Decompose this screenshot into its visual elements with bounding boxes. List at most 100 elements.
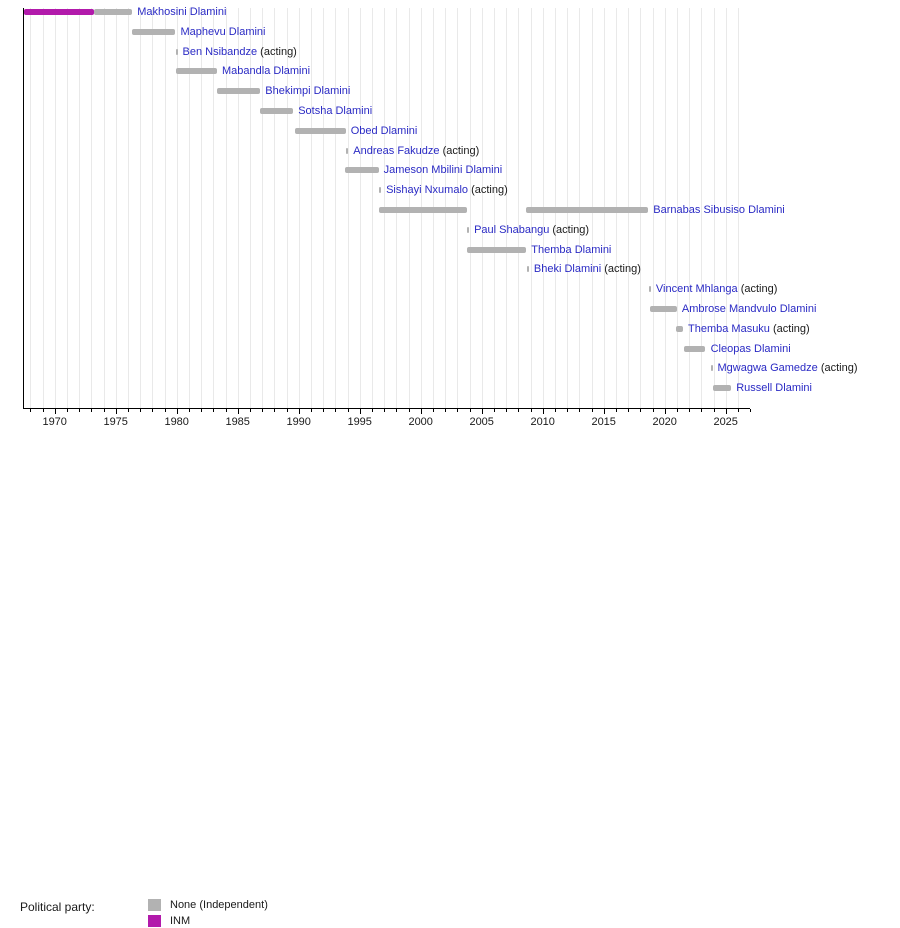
axis-tick (701, 409, 703, 412)
grid-line (103, 8, 105, 408)
timeline-bar (467, 226, 470, 233)
person-name-link[interactable]: Sotsha Dlamini (298, 105, 373, 117)
person-label: Themba Dlamini (531, 243, 611, 257)
legend-swatch-inm-icon (148, 915, 161, 927)
acting-suffix: (acting) (601, 263, 641, 276)
axis-tick (335, 409, 337, 412)
timeline-bar (712, 385, 732, 392)
grid-line (79, 8, 81, 408)
axis-tick (737, 409, 739, 412)
axis-tick (689, 409, 691, 412)
grid-line (676, 8, 678, 408)
acting-suffix: (acting) (257, 45, 297, 58)
axis-tick (493, 409, 495, 412)
person-label: Paul Shabangu (acting) (474, 223, 589, 237)
acting-suffix: (acting) (737, 283, 778, 296)
axis-tick (713, 409, 715, 412)
person-name-link[interactable]: Obed Dlamini (350, 124, 418, 137)
axis-tick (481, 409, 483, 414)
grid-line (66, 8, 68, 408)
y-axis-line (23, 8, 24, 409)
grid-line (201, 8, 203, 408)
timeline-bar (466, 246, 527, 253)
legend-title: Political party: (20, 900, 95, 914)
axis-tick (567, 409, 569, 412)
axis-tick-label: 1975 (103, 416, 128, 428)
person-name-link[interactable]: Makhosini Dlamini (137, 6, 227, 18)
grid-line (262, 8, 264, 408)
acting-suffix: (acting) (549, 223, 590, 236)
grid-line (298, 8, 300, 408)
grid-line (664, 8, 666, 408)
axis-tick-label: 1970 (42, 416, 67, 428)
grid-line (323, 8, 325, 408)
axis-tick (676, 409, 678, 412)
axis-tick-label: 2005 (469, 416, 494, 428)
acting-suffix: (acting) (439, 144, 480, 157)
person-name-link[interactable]: Jameson Mbilini Dlamini (383, 164, 503, 177)
person-name-link[interactable]: Sishayi Nxumalo (386, 184, 469, 197)
person-name-link[interactable]: Bheki Dlamini (533, 263, 602, 276)
person-name-link[interactable]: Ambrose Mandvulo Dlamini (681, 303, 817, 315)
axis-tick (518, 409, 520, 412)
person-label: Mgwagwa Gamedze (acting) (718, 361, 858, 375)
person-name-link[interactable]: Barnabas Sibusiso Dlamini (653, 204, 785, 216)
axis-tick (396, 409, 398, 412)
timeline-bar (526, 207, 649, 213)
person-name-link[interactable]: Paul Shabangu (474, 223, 550, 236)
pm-term-timeline-chart: Makhosini Dlamini Maphevu Dlamini Ben Nsib… (0, 0, 900, 440)
axis-tick (506, 409, 508, 412)
person-name-link[interactable]: Themba Dlamini (531, 243, 612, 256)
grid-line (225, 8, 227, 408)
grid-line (713, 8, 715, 408)
axis-tick (664, 409, 666, 414)
person-name-link[interactable]: Ben Nsibandze (182, 45, 258, 58)
person-label: Bheki Dlamini (acting) (534, 262, 641, 276)
timeline-bar (260, 108, 294, 114)
person-name-link[interactable]: Andreas Fakudze (353, 144, 440, 157)
grid-line (347, 8, 349, 408)
axis-tick-label: 2025 (713, 416, 738, 428)
grid-line (42, 8, 44, 408)
person-name-link[interactable]: Bhekimpi Dlamini (265, 85, 351, 98)
person-name-link[interactable]: Vincent Mhlanga (655, 283, 738, 296)
person-label: Themba Masuku (acting) (688, 322, 810, 336)
axis-tick-label: 1990 (286, 416, 311, 428)
axis-tick (274, 409, 276, 412)
axis-tick (127, 409, 129, 412)
axis-tick (750, 409, 752, 412)
person-name-link[interactable]: Mgwagwa Gamedze (717, 362, 818, 375)
timeline-bar (526, 266, 529, 273)
acting-suffix: (acting) (468, 184, 508, 197)
person-label: Obed Dlamini (351, 124, 418, 138)
axis-tick (628, 409, 630, 412)
legend-swatch-none-icon (148, 899, 161, 911)
person-name-link[interactable]: Mabandla Dlamini (222, 65, 311, 78)
timeline-bar (676, 325, 683, 332)
person-name-link[interactable]: Russell Dlamini (736, 382, 812, 395)
person-label: Barnabas Sibusiso Dlamini (653, 203, 784, 217)
axis-tick (725, 409, 727, 414)
person-label: Andreas Fakudze (acting) (353, 144, 479, 158)
person-name-link[interactable]: Maphevu Dlamini (180, 25, 266, 38)
person-name-link[interactable]: Cleopas Dlamini (710, 342, 791, 355)
grid-line (359, 8, 361, 408)
axis-tick (542, 409, 544, 414)
axis-tick (140, 409, 142, 412)
axis-tick (54, 409, 56, 414)
axis-tick (347, 409, 349, 412)
grid-line (188, 8, 190, 408)
grid-line (152, 8, 154, 408)
axis-tick (469, 409, 471, 412)
axis-tick (249, 409, 251, 412)
person-name-link[interactable]: Themba Masuku (688, 322, 770, 335)
axis-tick (323, 409, 325, 412)
grid-line (701, 8, 703, 408)
axis-tick (652, 409, 654, 412)
grid-line (164, 8, 166, 408)
person-label: Makhosini Dlamini (137, 5, 226, 19)
grid-line (274, 8, 276, 408)
axis-tick-label: 2000 (408, 416, 433, 428)
axis-tick (359, 409, 361, 414)
axis-tick-label: 1995 (347, 416, 372, 428)
